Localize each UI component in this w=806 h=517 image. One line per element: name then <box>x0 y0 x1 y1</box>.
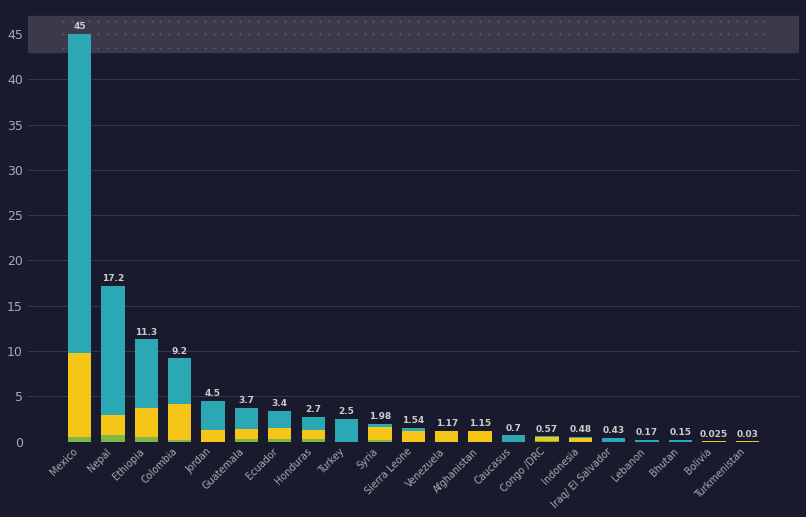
Text: 2.7: 2.7 <box>305 405 321 415</box>
Bar <box>301 417 325 430</box>
Bar <box>468 431 492 442</box>
Bar <box>368 423 392 427</box>
Text: 1.17: 1.17 <box>435 419 458 428</box>
Text: 0.48: 0.48 <box>569 425 592 434</box>
Bar <box>202 430 225 442</box>
Bar <box>168 404 191 440</box>
Text: 9.2: 9.2 <box>172 346 188 356</box>
Bar <box>135 339 158 408</box>
Bar <box>301 439 325 442</box>
Bar <box>235 439 258 442</box>
Text: 0.17: 0.17 <box>636 428 659 437</box>
Bar <box>401 431 425 442</box>
Text: 11.3: 11.3 <box>135 328 157 337</box>
Bar <box>101 415 124 435</box>
Bar <box>135 408 158 437</box>
Bar <box>335 419 359 442</box>
Text: 2.5: 2.5 <box>339 407 355 416</box>
Bar <box>301 430 325 439</box>
Bar <box>368 440 392 442</box>
Text: 1.98: 1.98 <box>369 412 391 421</box>
Text: 0.43: 0.43 <box>603 426 625 435</box>
Bar <box>235 408 258 429</box>
Bar <box>401 428 425 431</box>
Text: 3.4: 3.4 <box>272 399 288 408</box>
Bar <box>135 437 158 442</box>
Bar <box>68 353 91 437</box>
Bar <box>68 437 91 442</box>
Text: 1.54: 1.54 <box>402 416 425 425</box>
Text: 0.15: 0.15 <box>670 429 692 437</box>
Bar <box>101 286 124 415</box>
Bar <box>68 34 91 353</box>
Bar <box>502 435 526 442</box>
Bar <box>268 411 292 428</box>
Text: 4.5: 4.5 <box>205 389 221 398</box>
Bar <box>435 431 459 442</box>
Bar <box>268 428 292 439</box>
Text: 45: 45 <box>73 22 85 32</box>
Bar <box>202 401 225 430</box>
Text: 17.2: 17.2 <box>102 274 124 283</box>
Bar <box>669 440 692 442</box>
Bar <box>235 429 258 439</box>
Bar <box>268 439 292 442</box>
Bar <box>168 358 191 404</box>
Bar <box>535 436 559 441</box>
Bar <box>27 16 799 52</box>
Bar <box>635 440 659 442</box>
Text: 1.15: 1.15 <box>469 419 491 429</box>
Bar <box>602 438 625 442</box>
Bar <box>368 427 392 440</box>
Bar <box>101 435 124 442</box>
Text: 0.025: 0.025 <box>700 430 728 438</box>
Bar <box>168 440 191 442</box>
Text: 0.57: 0.57 <box>536 424 558 434</box>
Bar <box>569 438 592 442</box>
Text: 0.7: 0.7 <box>505 423 521 433</box>
Text: 3.7: 3.7 <box>239 397 255 405</box>
Text: 0.03: 0.03 <box>737 430 758 438</box>
Bar <box>569 437 592 438</box>
